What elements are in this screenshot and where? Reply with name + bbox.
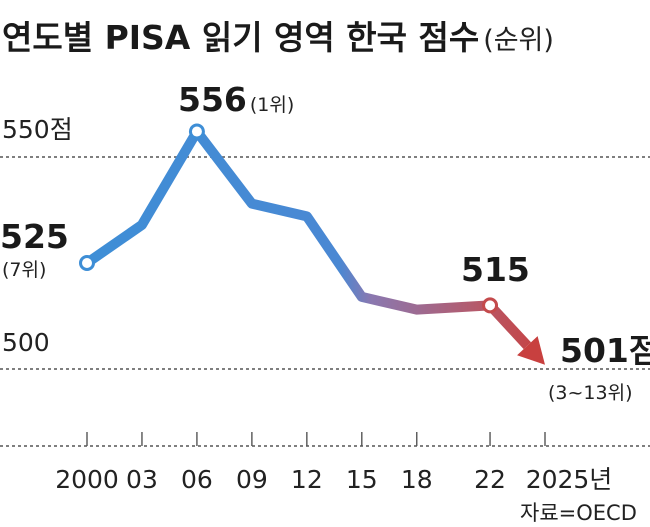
annotation-value-2022: 515 bbox=[461, 250, 530, 289]
series-line bbox=[84, 126, 532, 350]
line-arrowhead bbox=[517, 336, 545, 365]
annotation-note-2025: (3~13위) bbox=[548, 382, 633, 404]
annotation-note-2000: (7위) bbox=[2, 259, 46, 281]
x-tick-label-2000: 2000 bbox=[55, 465, 119, 494]
point-marker-2022 bbox=[482, 297, 499, 314]
annotation-value-2006: 556 bbox=[178, 80, 247, 119]
x-tick-label-2009: 09 bbox=[236, 465, 268, 494]
point-marker-2000 bbox=[79, 255, 95, 271]
annotation-2006: 556 (1위) bbox=[178, 80, 294, 119]
x-tick-label-2012: 12 bbox=[291, 465, 323, 494]
x-axis: 2000 03 06 09 12 15 18 22 2025년 bbox=[55, 432, 612, 494]
point-marker-2006 bbox=[188, 123, 205, 140]
series-group bbox=[84, 126, 545, 365]
x-tick-label-2003: 03 bbox=[126, 465, 158, 494]
annotation-value-2000: 525 bbox=[0, 217, 69, 256]
chart-title: 연도별 PISA 읽기 영역 한국 점수 (순위) bbox=[2, 18, 554, 57]
x-tick-label-2022: 22 bbox=[474, 465, 506, 494]
chart-title-main: 연도별 PISA 읽기 영역 한국 점수 bbox=[2, 18, 479, 57]
point-markers bbox=[79, 123, 499, 314]
x-tick-label-2006: 06 bbox=[181, 465, 213, 494]
annotation-value-2025: 501점 bbox=[560, 331, 650, 370]
chart-subtitle: (순위) bbox=[483, 25, 554, 56]
x-tick-label-2015: 15 bbox=[346, 465, 378, 494]
y-tick-label-550: 550점 bbox=[2, 115, 73, 144]
source-note: 자료=OECD bbox=[520, 501, 637, 525]
x-tick-label-2018: 18 bbox=[401, 465, 433, 494]
annotation-note-2006: (1위) bbox=[250, 94, 294, 116]
y-tick-label-500: 500 bbox=[2, 328, 50, 357]
x-tick-label-2025: 2025년 bbox=[526, 465, 613, 494]
